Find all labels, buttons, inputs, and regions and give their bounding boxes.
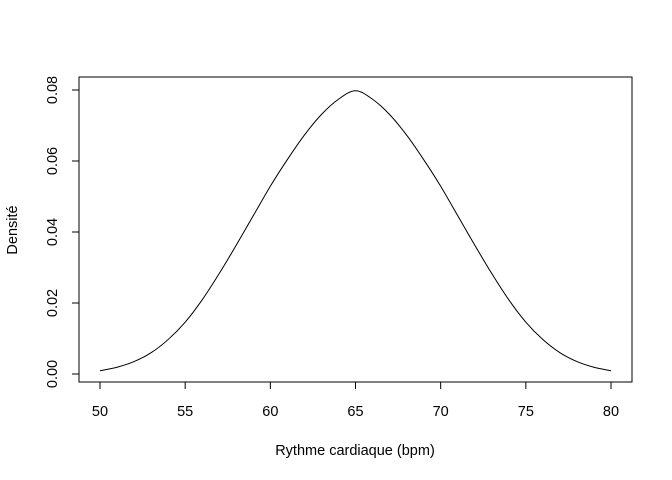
- x-tick-label: 80: [603, 404, 619, 420]
- x-tick-label: 70: [433, 404, 449, 420]
- y-tick-label: 0.08: [45, 76, 61, 104]
- x-axis: 50 55 60 65 70 75 80: [92, 381, 619, 420]
- x-axis-label: Rythme cardiaque (bpm): [275, 443, 435, 459]
- y-axis: 0.00 0.02 0.04 0.06 0.08: [45, 76, 80, 388]
- x-tick-label: 60: [262, 404, 278, 420]
- x-tick-label: 55: [177, 404, 193, 420]
- plot-frame: [78, 76, 633, 383]
- x-tick-label: 65: [347, 404, 363, 420]
- y-tick-label: 0.02: [45, 289, 61, 317]
- x-tick-label: 50: [92, 404, 108, 420]
- y-tick-label: 0.04: [45, 218, 61, 246]
- x-tick-label: 75: [518, 404, 534, 420]
- y-axis-label: Densité: [5, 205, 21, 254]
- y-tick-label: 0.06: [45, 147, 61, 175]
- density-curve: [99, 90, 612, 372]
- y-tick-label: 0.00: [45, 360, 61, 388]
